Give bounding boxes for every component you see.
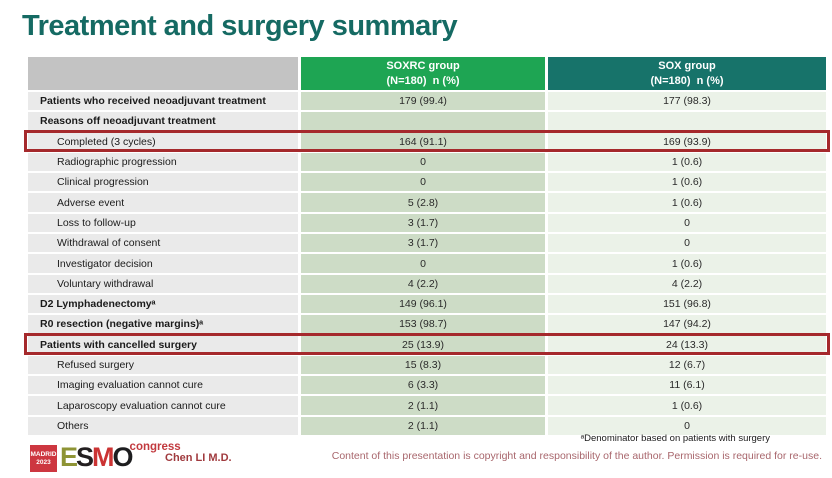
sox-value: 1 (0.6) [548, 193, 826, 212]
soxrc-value: 2 (1.1) [301, 396, 545, 415]
table-row: Loss to follow-up 3 (1.7) 0 [28, 213, 826, 233]
row-label: Refused surgery [28, 355, 298, 375]
table-row: Withdrawal of consent 3 (1.7) 0 [28, 234, 826, 253]
sox-value: 147 (94.2) [548, 315, 826, 334]
soxrc-value: 5 (2.8) [301, 193, 545, 212]
table-row-highlighted: Completed (3 cycles) 164 (91.1) 169 (93.… [24, 130, 830, 153]
soxrc-value: 6 (3.3) [301, 376, 545, 395]
sox-value: 11 (6.1) [548, 376, 826, 395]
table-row: Adverse event 5 (2.8) 1 (0.6) [28, 193, 826, 212]
sox-value [548, 112, 826, 131]
table-row: D2 Lymphadenectomyᵃ 149 (96.1) 151 (96.8… [28, 294, 826, 314]
table-row: R0 resection (negative margins)ᵃ 153 (98… [28, 315, 826, 334]
row-label: D2 Lymphadenectomyᵃ [28, 294, 298, 314]
badge-city: MADRID [30, 450, 57, 458]
soxrc-value: 0 [301, 173, 545, 192]
soxrc-value: 149 (96.1) [301, 294, 545, 314]
header-cell-sox-group: SOX group (N=180) n (%) [548, 57, 826, 90]
soxrc-value: 15 (8.3) [301, 355, 545, 375]
soxrc-group-n: (N=180) n (%) [386, 74, 460, 87]
table-header-row: SOXRC group (N=180) n (%) SOX group (N=1… [28, 57, 826, 90]
row-label: R0 resection (negative margins)ᵃ [28, 315, 298, 334]
soxrc-value: 153 (98.7) [301, 315, 545, 334]
row-label: Laparoscopy evaluation cannot cure [28, 396, 298, 415]
row-label: Voluntary withdrawal [28, 274, 298, 293]
row-label: Loss to follow-up [28, 213, 298, 233]
congress-label: congress [129, 441, 181, 453]
soxrc-value: 3 (1.7) [301, 213, 545, 233]
sox-group-n: (N=180) n (%) [650, 74, 724, 87]
esmo-letter-e: E [60, 442, 78, 472]
row-label: Patients who received neoadjuvant treatm… [28, 92, 298, 111]
table-row: Laparoscopy evaluation cannot cure 2 (1.… [28, 396, 826, 415]
row-label: Withdrawal of consent [28, 234, 298, 253]
summary-table: SOXRC group (N=180) n (%) SOX group (N=1… [24, 57, 830, 437]
table-row: Clinical progression 0 1 (0.6) [28, 173, 826, 192]
esmo-wordmark: ESMO [60, 442, 134, 472]
presenter-name: Chen LI M.D. [165, 452, 232, 464]
soxrc-value: 3 (1.7) [301, 234, 545, 253]
sox-value: 0 [548, 416, 826, 436]
copyright-notice: Content of this presentation is copyrigh… [331, 450, 822, 462]
row-label: Imaging evaluation cannot cure [28, 376, 298, 395]
table-row: Investigator decision 0 1 (0.6) [28, 254, 826, 273]
sox-value: 151 (96.8) [548, 294, 826, 314]
esmo-congress-logo: MADRID 2023 ESMO congress [30, 441, 181, 472]
sox-value: 169 (93.9) [548, 132, 826, 151]
sox-value: 4 (2.2) [548, 274, 826, 293]
table-row: Patients who received neoadjuvant treatm… [28, 92, 826, 111]
header-cell-soxrc-group: SOXRC group (N=180) n (%) [301, 57, 545, 90]
soxrc-value: 4 (2.2) [301, 274, 545, 293]
row-label: Radiographic progression [28, 152, 298, 172]
esmo-letter-m: M [92, 442, 114, 472]
soxrc-value: 2 (1.1) [301, 416, 545, 436]
header-cell-empty [28, 57, 298, 90]
page-title: Treatment and surgery summary [22, 10, 458, 42]
sox-value: 0 [548, 234, 826, 253]
row-label: Reasons off neoadjuvant treatment [28, 112, 298, 131]
soxrc-value: 179 (99.4) [301, 92, 545, 111]
denominator-footnote: ᵃDenominator based on patients with surg… [580, 433, 770, 444]
sox-value: 24 (13.3) [548, 335, 826, 354]
table-row: Radiographic progression 0 1 (0.6) [28, 152, 826, 172]
row-label: Investigator decision [28, 254, 298, 273]
table-row: Reasons off neoadjuvant treatment [28, 112, 826, 131]
sox-value: 1 (0.6) [548, 173, 826, 192]
soxrc-value: 0 [301, 152, 545, 172]
sox-value: 1 (0.6) [548, 396, 826, 415]
sox-group-name: SOX group [658, 60, 716, 73]
row-label: Others [28, 416, 298, 436]
row-label: Completed (3 cycles) [28, 132, 298, 151]
row-label: Patients with cancelled surgery [28, 335, 298, 354]
sox-value: 177 (98.3) [548, 92, 826, 111]
row-label: Adverse event [28, 193, 298, 212]
sox-value: 1 (0.6) [548, 152, 826, 172]
soxrc-value: 25 (13.9) [301, 335, 545, 354]
table-row: Refused surgery 15 (8.3) 12 (6.7) [28, 355, 826, 375]
soxrc-value [301, 112, 545, 131]
sox-value: 0 [548, 213, 826, 233]
madrid-2023-badge: MADRID 2023 [30, 445, 57, 472]
soxrc-value: 0 [301, 254, 545, 273]
badge-year: 2023 [36, 458, 51, 466]
soxrc-group-name: SOXRC group [386, 60, 460, 73]
soxrc-value: 164 (91.1) [301, 132, 545, 151]
table-row-highlighted: Patients with cancelled surgery 25 (13.9… [24, 333, 830, 356]
esmo-letter-o: O [112, 442, 134, 472]
table-row: Others 2 (1.1) 0 [28, 416, 826, 436]
esmo-letter-s: S [76, 442, 94, 472]
table-row: Imaging evaluation cannot cure 6 (3.3) 1… [28, 376, 826, 395]
sox-value: 1 (0.6) [548, 254, 826, 273]
table-row: Voluntary withdrawal 4 (2.2) 4 (2.2) [28, 274, 826, 293]
sox-value: 12 (6.7) [548, 355, 826, 375]
row-label: Clinical progression [28, 173, 298, 192]
